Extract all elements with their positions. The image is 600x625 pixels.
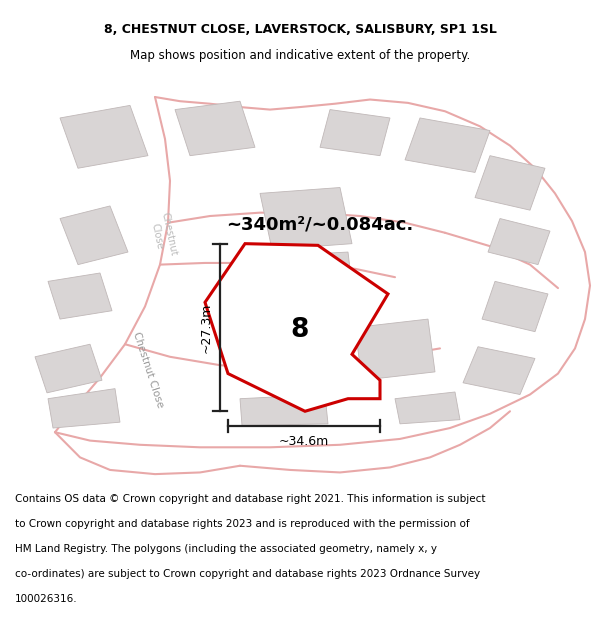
Polygon shape (355, 319, 435, 380)
Text: ~340m²/~0.084ac.: ~340m²/~0.084ac. (226, 216, 413, 233)
Polygon shape (175, 101, 255, 156)
Text: ~34.6m: ~34.6m (279, 435, 329, 448)
Text: Contains OS data © Crown copyright and database right 2021. This information is : Contains OS data © Crown copyright and d… (15, 494, 485, 504)
Polygon shape (270, 252, 355, 315)
Polygon shape (240, 394, 328, 426)
Text: HM Land Registry. The polygons (including the associated geometry, namely x, y: HM Land Registry. The polygons (includin… (15, 544, 437, 554)
Polygon shape (205, 244, 388, 411)
Text: Map shows position and indicative extent of the property.: Map shows position and indicative extent… (130, 49, 470, 62)
Polygon shape (320, 109, 390, 156)
Polygon shape (48, 389, 120, 428)
Polygon shape (475, 156, 545, 210)
Polygon shape (48, 273, 112, 319)
Text: to Crown copyright and database rights 2023 and is reproduced with the permissio: to Crown copyright and database rights 2… (15, 519, 470, 529)
Text: co-ordinates) are subject to Crown copyright and database rights 2023 Ordnance S: co-ordinates) are subject to Crown copyr… (15, 569, 480, 579)
Polygon shape (405, 118, 490, 172)
Polygon shape (60, 106, 148, 168)
Text: 8: 8 (291, 317, 309, 343)
Polygon shape (488, 219, 550, 264)
Polygon shape (268, 323, 350, 386)
Polygon shape (395, 392, 460, 424)
Polygon shape (60, 206, 128, 264)
Polygon shape (260, 188, 352, 249)
Polygon shape (482, 281, 548, 332)
Polygon shape (35, 344, 102, 393)
Text: ~27.3m: ~27.3m (199, 302, 212, 352)
Text: Chestnut
Close: Chestnut Close (148, 211, 178, 259)
Text: Chestnut Close: Chestnut Close (131, 330, 165, 409)
Text: 100026316.: 100026316. (15, 594, 77, 604)
Polygon shape (463, 347, 535, 394)
Text: 8, CHESTNUT CLOSE, LAVERSTOCK, SALISBURY, SP1 1SL: 8, CHESTNUT CLOSE, LAVERSTOCK, SALISBURY… (104, 23, 496, 36)
